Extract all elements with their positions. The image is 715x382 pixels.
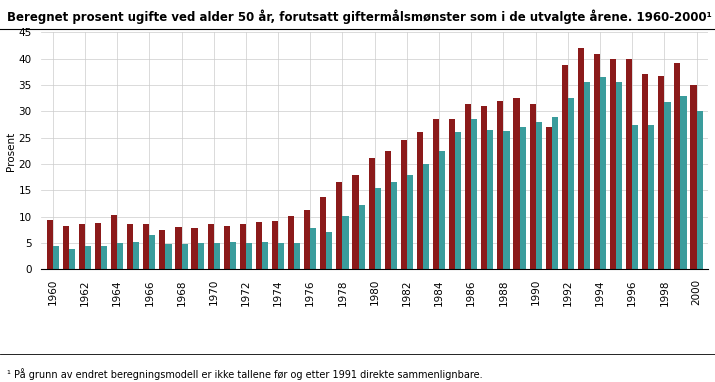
- Bar: [391, 183, 397, 269]
- Bar: [520, 127, 526, 269]
- Bar: [192, 228, 197, 269]
- Bar: [246, 243, 252, 269]
- Text: ¹ På grunn av endret beregningsmodell er ikke tallene før og etter 1991 direkte : ¹ På grunn av endret beregningsmodell er…: [7, 368, 483, 380]
- Bar: [407, 175, 413, 269]
- Bar: [63, 226, 69, 269]
- Bar: [111, 215, 117, 269]
- Bar: [320, 197, 326, 269]
- Bar: [616, 83, 622, 269]
- Bar: [95, 223, 101, 269]
- Bar: [304, 210, 310, 269]
- Bar: [368, 158, 375, 269]
- Bar: [182, 244, 187, 269]
- Bar: [326, 233, 332, 269]
- Bar: [600, 77, 606, 269]
- Bar: [278, 243, 284, 269]
- Bar: [127, 224, 133, 269]
- Bar: [610, 59, 616, 269]
- Bar: [310, 228, 317, 269]
- Bar: [256, 222, 262, 269]
- Bar: [481, 106, 488, 269]
- Legend: Menn, Kvinner: Menn, Kvinner: [295, 378, 454, 382]
- Bar: [207, 224, 214, 269]
- Bar: [696, 112, 703, 269]
- Bar: [336, 183, 342, 269]
- Bar: [400, 140, 407, 269]
- Bar: [513, 98, 520, 269]
- Bar: [471, 119, 478, 269]
- Bar: [674, 63, 681, 269]
- Bar: [530, 104, 536, 269]
- Bar: [584, 83, 590, 269]
- Bar: [578, 48, 584, 269]
- Bar: [240, 223, 246, 269]
- Bar: [53, 246, 59, 269]
- Bar: [175, 227, 182, 269]
- Bar: [546, 127, 552, 269]
- Bar: [69, 249, 75, 269]
- Bar: [272, 221, 278, 269]
- Bar: [385, 151, 391, 269]
- Bar: [552, 117, 558, 269]
- Bar: [165, 244, 172, 269]
- Bar: [536, 122, 542, 269]
- Bar: [117, 243, 123, 269]
- Bar: [101, 246, 107, 269]
- Bar: [288, 216, 294, 269]
- Bar: [352, 175, 358, 269]
- Bar: [294, 243, 300, 269]
- Bar: [224, 226, 230, 269]
- Bar: [659, 76, 664, 269]
- Bar: [562, 65, 568, 269]
- Bar: [642, 73, 649, 269]
- Bar: [433, 119, 439, 269]
- Bar: [626, 59, 632, 269]
- Bar: [85, 246, 91, 269]
- Bar: [439, 151, 445, 269]
- Bar: [143, 224, 149, 269]
- Bar: [488, 130, 493, 269]
- Bar: [503, 131, 510, 269]
- Bar: [681, 96, 686, 269]
- Bar: [417, 133, 423, 269]
- Bar: [632, 125, 638, 269]
- Bar: [465, 104, 471, 269]
- Bar: [498, 101, 503, 269]
- Bar: [214, 243, 220, 269]
- Bar: [149, 235, 155, 269]
- Bar: [358, 205, 365, 269]
- Y-axis label: Prosent: Prosent: [6, 131, 16, 170]
- Bar: [262, 243, 268, 269]
- Bar: [649, 125, 654, 269]
- Bar: [159, 230, 165, 269]
- Bar: [455, 133, 461, 269]
- Bar: [79, 223, 85, 269]
- Bar: [594, 53, 600, 269]
- Bar: [230, 243, 236, 269]
- Bar: [133, 242, 139, 269]
- Bar: [342, 215, 349, 269]
- Bar: [664, 102, 671, 269]
- Bar: [449, 119, 455, 269]
- Bar: [423, 164, 429, 269]
- Bar: [691, 85, 696, 269]
- Bar: [375, 188, 381, 269]
- Bar: [46, 220, 53, 269]
- Text: Beregnet prosent ugifte ved alder 50 år, forutsatt giftermålsmønster som i de ut: Beregnet prosent ugifte ved alder 50 år,…: [7, 10, 712, 24]
- Bar: [197, 243, 204, 269]
- Bar: [568, 98, 574, 269]
